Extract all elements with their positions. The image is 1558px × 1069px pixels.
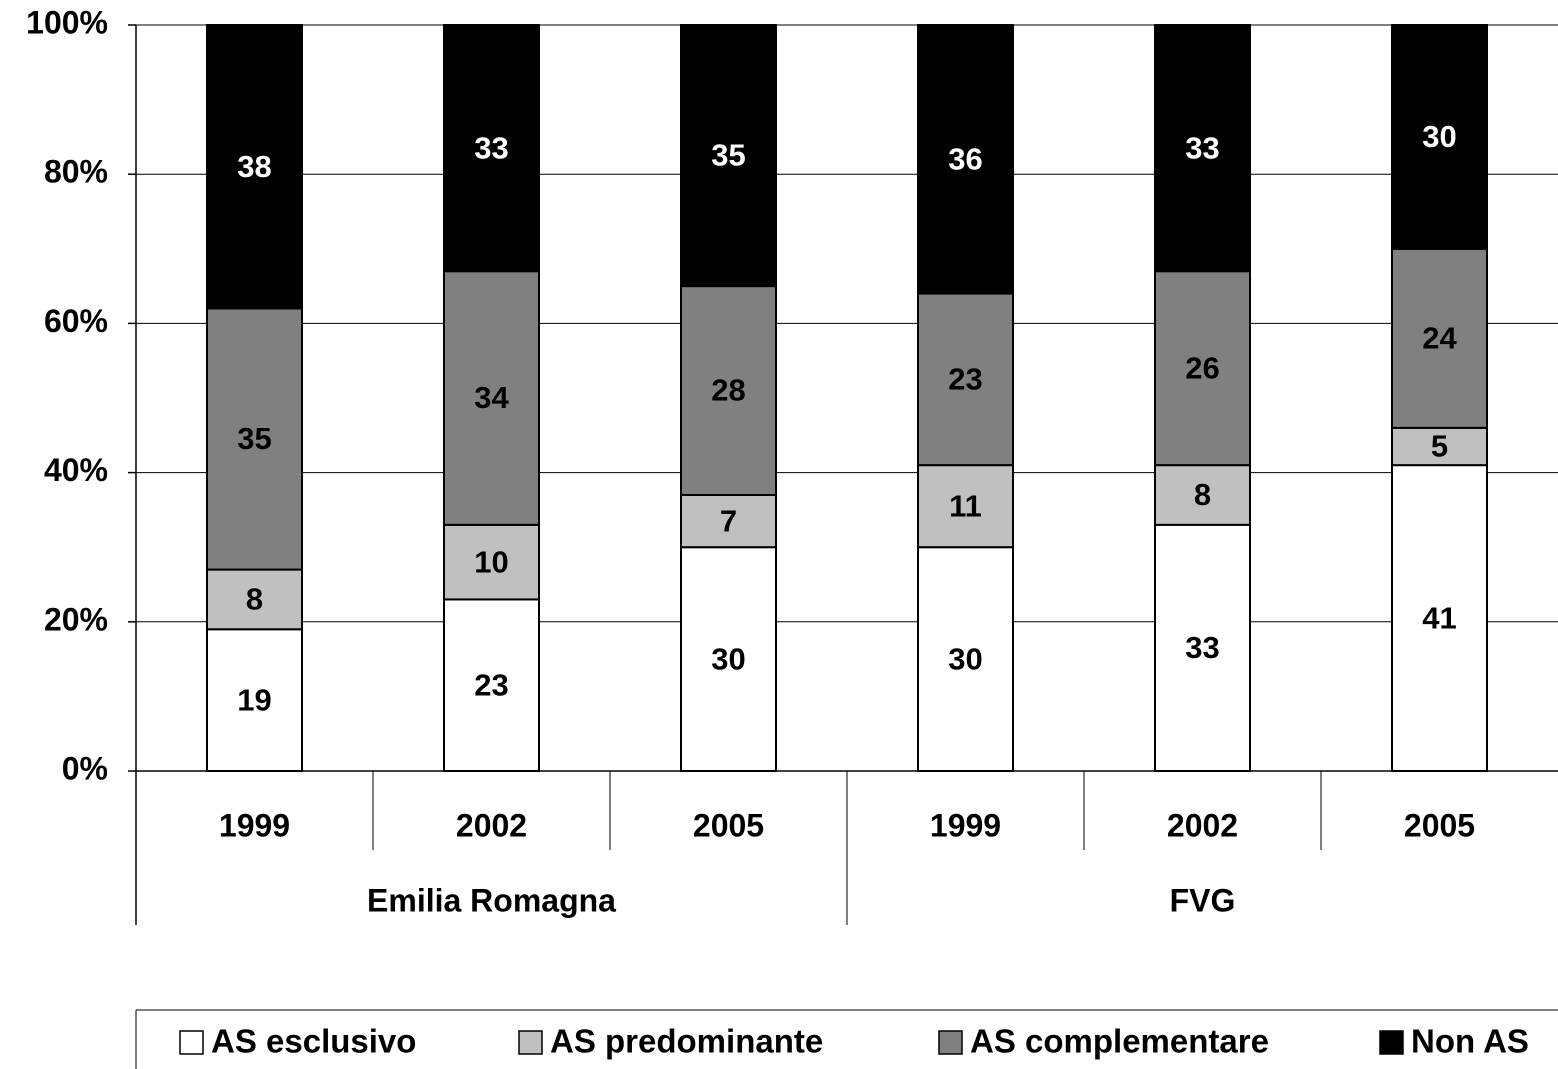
bar-segment [1391,426,1488,467]
bar-segment [1154,270,1251,467]
x-tick-label: 1999 [930,807,1001,843]
data-label: 5 [1431,429,1448,464]
bar-segment [917,464,1014,549]
data-label: 35 [711,138,745,173]
data-label: 38 [237,149,271,184]
y-tick-label: 80% [44,154,108,190]
bar-segment [206,24,303,310]
data-label: 30 [1422,119,1456,154]
data-label: 7 [720,503,737,538]
legend-swatch [1379,1030,1404,1055]
bar-segment [443,270,540,526]
y-tick-label: 60% [44,303,108,339]
legend-label: Non AS [1411,1023,1529,1060]
bar-segment [206,628,303,773]
data-label: 10 [474,544,508,579]
data-label: 11 [949,488,982,523]
data-label: 35 [237,421,271,456]
data-label: 30 [948,641,982,676]
data-label: 8 [1194,477,1211,512]
data-label: 23 [948,362,982,397]
data-label: 34 [474,380,509,415]
bar-segment [443,523,540,601]
y-tick-label: 0% [62,750,108,786]
y-tick-label: 40% [44,452,108,488]
bar-segment [680,24,777,288]
data-label: 33 [1185,630,1219,665]
data-label: 30 [711,641,745,676]
x-tick-label: 2002 [456,807,527,843]
bar-segment [1391,24,1488,250]
group-label: Emilia Romagna [367,882,616,918]
legend-swatch [938,1030,963,1055]
bar-segment [1154,24,1251,273]
data-label: 36 [948,141,982,176]
bar-segment [680,285,777,496]
bar-segment [1154,523,1251,772]
group-label: FVG [1170,882,1236,918]
y-tick-label: 100% [26,4,108,40]
y-tick-label: 20% [44,601,108,637]
x-tick-label: 1999 [219,807,290,843]
bar-segment [680,493,777,549]
x-tick-label: 2002 [1167,807,1238,843]
legend-label: AS complementare [970,1023,1269,1060]
legend-label: AS esclusivo [211,1023,416,1060]
legend-swatch [518,1030,543,1055]
data-label: 28 [711,373,745,408]
data-label: 33 [1185,130,1219,165]
bar-segment [917,24,1014,295]
bar-segment [1154,464,1251,526]
legend-label: AS predominante [550,1023,823,1060]
data-label: 19 [237,682,271,717]
x-tick-label: 2005 [693,807,764,843]
bar-segment [917,292,1014,467]
bar-segment [443,24,540,273]
data-label: 33 [474,130,508,165]
data-label: 41 [1422,600,1456,635]
data-label: 23 [474,667,508,702]
data-label: 8 [246,582,263,617]
legend-swatch [179,1030,204,1055]
data-label: 24 [1422,321,1457,356]
x-tick-label: 2005 [1404,807,1475,843]
data-label: 26 [1185,350,1219,385]
bar-segment [1391,247,1488,429]
